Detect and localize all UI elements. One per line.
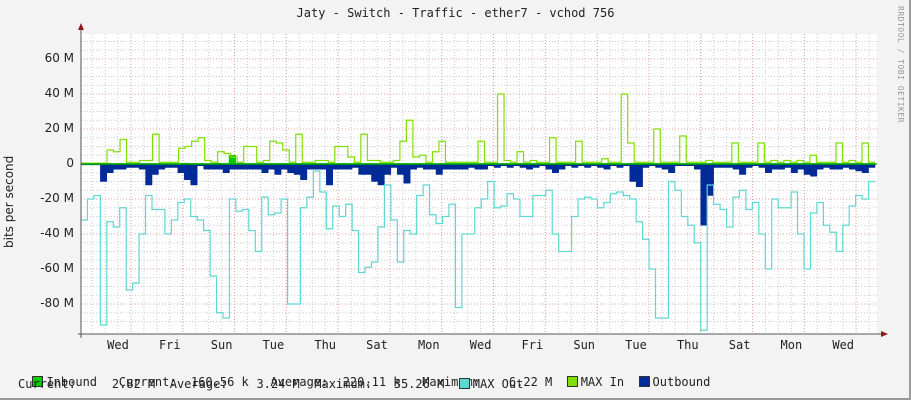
inbound-current-value: 160.56 k	[190, 375, 249, 389]
outbound-average-label: Average:	[169, 377, 228, 391]
max-in-label: MAX In	[580, 375, 625, 389]
x-tick-label: Wed	[107, 338, 129, 352]
x-tick-label: Wed	[832, 338, 855, 352]
x-tick-label: Tue	[625, 338, 647, 352]
outbound-current-value: 2.82 M	[111, 377, 156, 391]
x-tick-label: Thu	[676, 338, 699, 352]
outbound-current-label: Current:	[18, 377, 76, 391]
outbound-swatch	[638, 376, 650, 387]
inbound-swatch	[32, 376, 44, 387]
y-tick-label: -60 M	[40, 261, 74, 275]
inbound-average-label: Average:	[270, 375, 329, 389]
x-tick-label: Sat	[728, 338, 751, 352]
outbound-label: Outbound	[652, 375, 711, 389]
x-tick-label: Tue	[262, 338, 285, 352]
x-tick-label: Sun	[573, 338, 596, 352]
inbound-label: Inbound	[46, 375, 98, 389]
y-tick-label: 60 M	[44, 51, 74, 65]
x-tick-label: Fri	[158, 338, 181, 352]
y-tick-label: -40 M	[40, 226, 74, 240]
max-in-swatch	[566, 376, 578, 387]
x-tick-label: Thu	[314, 338, 337, 352]
inbound-current-label: Current:	[118, 375, 177, 389]
x-tick-label: Mon	[417, 338, 440, 352]
y-tick-label: 40 M	[44, 86, 74, 100]
x-tick-label: Sun	[210, 338, 233, 352]
x-tick-label: Wed	[469, 338, 492, 352]
outbound-maximum-value: 35.26 M	[393, 377, 445, 391]
y-tick-label: 20 M	[44, 121, 74, 135]
max-out-label: MAX Out	[472, 377, 524, 391]
x-tick-label: Fri	[521, 338, 544, 352]
y-tick-label: -20 M	[40, 191, 74, 205]
chart-title: Jaty - Switch - Traffic - ether7 - vchod…	[296, 6, 615, 20]
x-tick-label: Mon	[780, 338, 803, 352]
y-tick-label: -80 M	[40, 296, 74, 310]
x-tick-label: Sat	[366, 338, 388, 352]
outbound-average-value: 3.24 M	[256, 377, 300, 391]
y-tick-label: 0	[66, 156, 74, 170]
inbound-maximum-value: 6.22 M	[508, 375, 553, 389]
rrdtool-watermark: RRDTOOL / TOBI OETIKER	[896, 6, 905, 123]
inbound-average-value: 220.11 k	[342, 375, 401, 389]
max-out-swatch	[458, 378, 470, 389]
legend-row-2: Current: 2.82 M Average: 3.24 M Maximum:…	[18, 377, 523, 391]
outbound-maximum-label: Maximum:	[314, 377, 373, 391]
legend-row-1: Inbound Current: 160.56 k Average: 220.1…	[18, 361, 710, 389]
